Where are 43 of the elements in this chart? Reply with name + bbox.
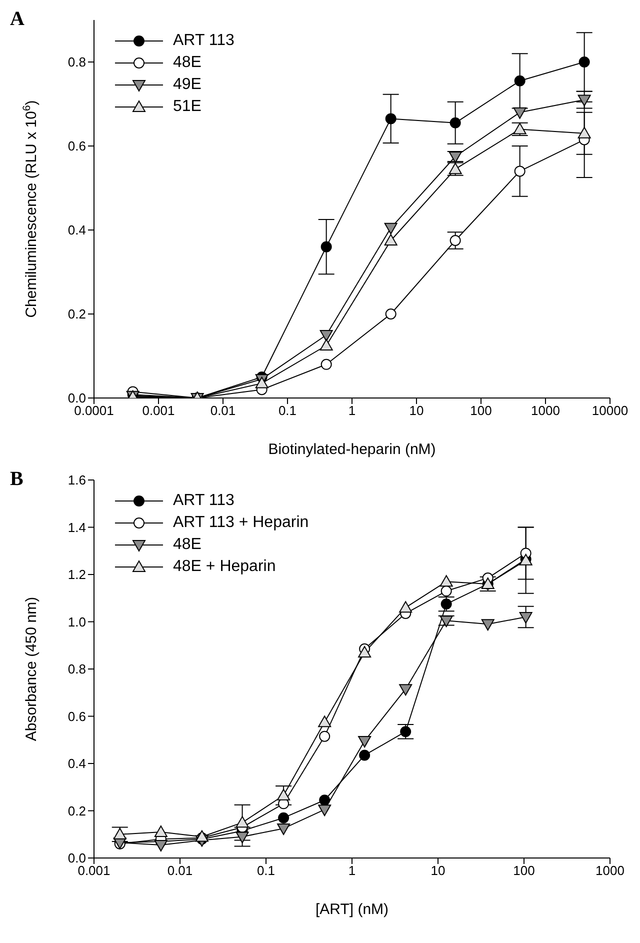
y-tick-label: 0.4: [68, 756, 86, 772]
legend-label: 48E: [173, 536, 202, 554]
x-tick-label: 0.01: [167, 863, 193, 878]
x-tick-label: 0.1: [256, 863, 276, 878]
x-tick-label: 0.001: [142, 403, 175, 418]
legend-label: 51E: [173, 98, 202, 116]
y-tick-label: 0.0: [68, 390, 86, 406]
x-tick-label: 1: [348, 863, 356, 878]
legend-label: ART 113: [173, 32, 234, 50]
y-tick-label: 0.2: [68, 803, 86, 818]
legend-label: 49E: [173, 76, 202, 94]
x-tick-label: 1: [348, 403, 356, 418]
y-tick-label: 0.8: [68, 54, 86, 70]
legend-label: ART 113 + Heparin: [173, 514, 309, 532]
x-tick-label: 100: [513, 863, 535, 878]
x-tick-label: 0.001: [78, 863, 110, 878]
y-tick-label: 0.8: [68, 662, 86, 677]
y-axis-title: Absorbance (450 nm): [23, 596, 40, 742]
y-tick-label: 0.6: [68, 708, 86, 724]
y-tick-label: 0.2: [68, 306, 86, 322]
x-tick-label: 0.1: [278, 403, 297, 418]
chart-title: B: [10, 468, 24, 491]
x-tick-label: 10: [430, 863, 446, 878]
x-tick-label: 10000: [592, 403, 628, 418]
y-tick-label: 1.4: [68, 520, 86, 535]
y-tick-label: 1.6: [68, 472, 86, 488]
x-tick-label: 10: [409, 403, 424, 418]
y-tick-label: 0.4: [68, 222, 86, 238]
x-tick-label: 1000: [596, 863, 624, 878]
y-tick-label: 0.6: [68, 138, 86, 154]
x-axis-title: [ART] (nM): [315, 901, 389, 918]
x-tick-label: 0.0001: [74, 403, 114, 418]
legend-label: ART 113: [173, 492, 234, 510]
x-tick-label: 100: [470, 403, 492, 418]
y-tick-label: 1.2: [68, 567, 86, 582]
chart-title: A: [10, 8, 24, 31]
x-tick-label: 0.01: [210, 403, 236, 418]
y-tick-label: 0.0: [68, 850, 86, 866]
legend-label: 48E + Heparin: [173, 558, 276, 576]
x-tick-label: 1000: [531, 403, 560, 418]
legend-label: 48E: [173, 54, 202, 72]
y-tick-label: 1.0: [68, 614, 86, 630]
x-axis-title: Biotinylated-heparin (nM): [268, 441, 436, 458]
